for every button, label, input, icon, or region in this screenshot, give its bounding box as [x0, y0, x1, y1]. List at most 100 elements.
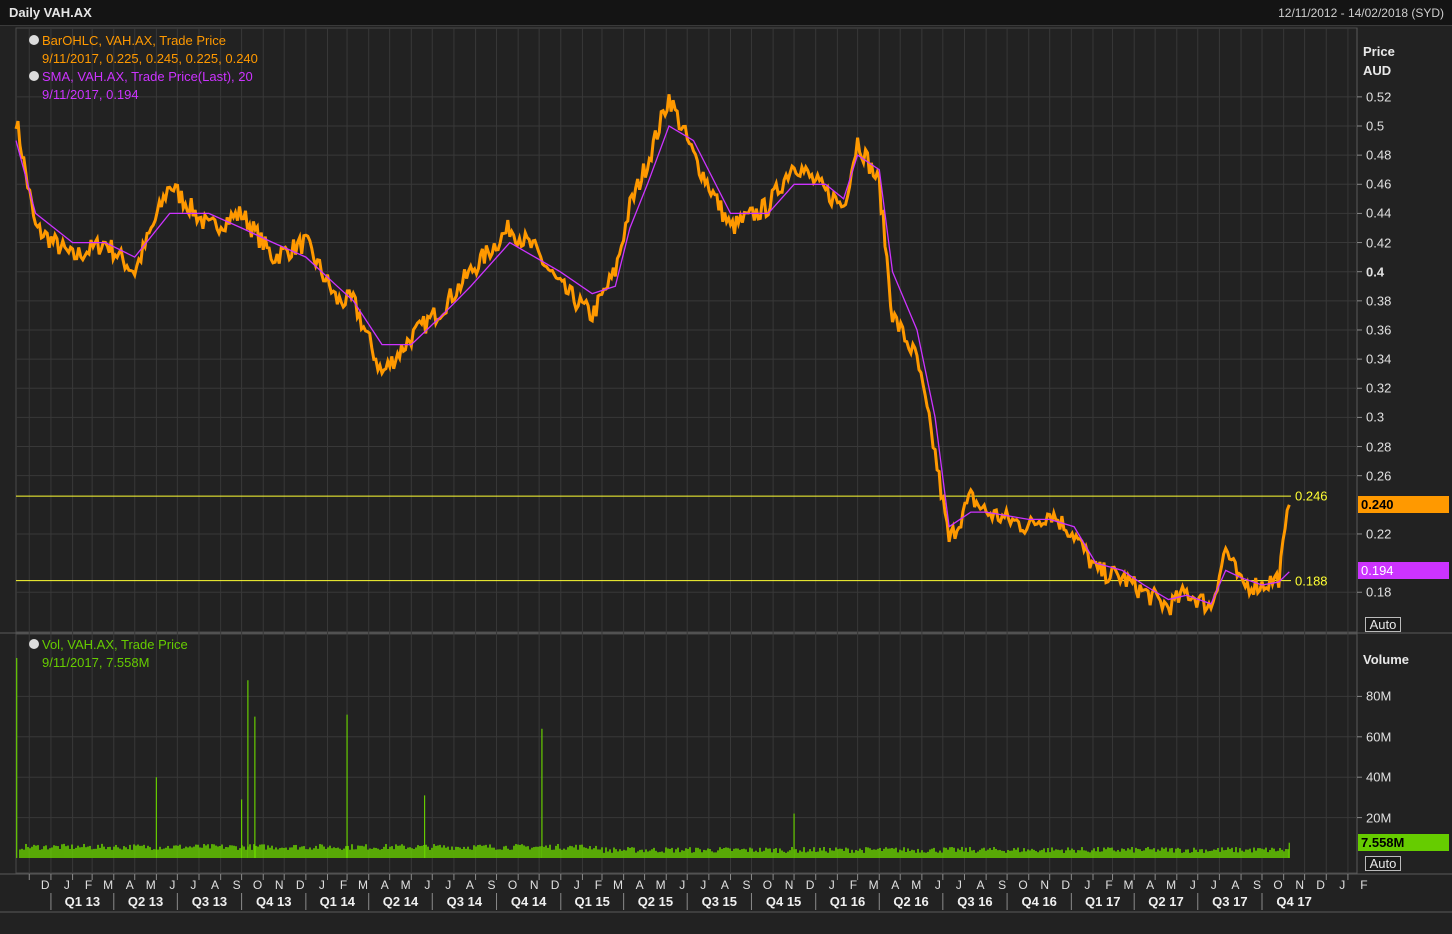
month-label: M [400, 878, 411, 892]
month-label: F [1105, 878, 1113, 892]
quarter-label: Q1 15 [574, 894, 610, 909]
month-label: M [1166, 878, 1177, 892]
sma-value-badge: 0.194 [1358, 562, 1449, 579]
month-label: M [145, 878, 156, 892]
price-tick-label: 0.52 [1366, 89, 1392, 105]
month-label: O [252, 878, 263, 892]
quarter-label: Q1 16 [829, 894, 866, 909]
price-tick-label: 0.38 [1366, 293, 1392, 309]
month-label: A [976, 878, 985, 892]
month-label: J [679, 878, 686, 892]
month-label: N [1295, 878, 1304, 892]
month-label: F [339, 878, 348, 892]
month-label: N [274, 878, 284, 892]
quarter-label: Q2 14 [382, 894, 419, 909]
month-label: J [573, 878, 580, 892]
month-label: O [762, 878, 773, 892]
month-label: J [424, 878, 431, 892]
legend-toggle-icon[interactable] [29, 71, 39, 81]
volume-tick-label: 40M [1366, 769, 1392, 785]
volume-axis-title: Volume [1363, 652, 1409, 667]
month-label: S [487, 878, 496, 892]
month-label: F [1360, 878, 1368, 892]
month-label: O [507, 878, 518, 892]
month-label: A [891, 878, 900, 892]
month-label: J [1189, 878, 1196, 892]
price-axis-title: Price [1363, 44, 1395, 59]
month-label: M [655, 878, 666, 892]
month-label: J [955, 878, 962, 892]
quarter-label: Q2 16 [893, 894, 929, 909]
month-label: A [125, 878, 134, 892]
volume-auto-scale-button[interactable]: Auto [1365, 856, 1401, 871]
legend-toggle-icon[interactable] [29, 35, 39, 45]
quarter-label: Q3 16 [957, 894, 993, 909]
month-label: S [232, 878, 241, 892]
month-label: A [210, 878, 219, 892]
volume-tick-label: 80M [1366, 688, 1392, 704]
legend-toggle-icon[interactable] [29, 639, 39, 649]
price-tick-label: 0.26 [1366, 468, 1392, 484]
month-label: J [828, 878, 835, 892]
price-tick-label: 0.34 [1366, 351, 1392, 367]
volume-tick-label: 20M [1366, 810, 1392, 826]
price-series-line [14, 94, 1291, 616]
month-label: M [103, 878, 114, 892]
month-label: J [318, 878, 325, 892]
date-range[interactable]: 12/11/2012 - 14/02/2018 (SYD) [1278, 6, 1444, 20]
month-label: D [550, 878, 560, 892]
price-tick-label: 0.48 [1366, 147, 1392, 163]
month-label: N [529, 878, 539, 892]
month-label: M [358, 878, 369, 892]
month-label: J [1210, 878, 1217, 892]
month-label: S [998, 878, 1007, 892]
month-label: F [84, 878, 93, 892]
month-label: A [380, 878, 389, 892]
sma-series-line [15, 125, 1290, 605]
month-label: O [1018, 878, 1028, 892]
title-bar: Daily VAH.AX 12/11/2012 - 14/02/2018 (SY… [0, 0, 1452, 26]
chart-title: Daily VAH.AX [9, 5, 92, 20]
month-label: F [849, 878, 858, 892]
month-label: J [190, 878, 197, 892]
quarter-label: Q4 13 [256, 894, 292, 909]
price-tick-label: 0.42 [1366, 235, 1392, 251]
price-legend[interactable]: BarOHLC, VAH.AX, Trade Price [29, 33, 226, 48]
quarter-label: Q3 17 [1212, 894, 1248, 909]
month-label: D [295, 878, 305, 892]
last-price-badge: 0.240 [1358, 496, 1449, 513]
price-auto-scale-button[interactable]: Auto [1365, 617, 1401, 632]
volume-legend[interactable]: Vol, VAH.AX, Trade Price [29, 637, 188, 652]
volume-tick-label: 60M [1366, 729, 1392, 745]
upper-line-label[interactable]: 0.246 [1295, 488, 1328, 504]
month-label: A [635, 878, 644, 892]
month-label: M [911, 878, 922, 892]
price-legend-series: BarOHLC, VAH.AX, Trade Price [42, 33, 226, 48]
price-tick-label: 0.3 [1366, 409, 1385, 425]
quarter-label: Q3 15 [701, 894, 738, 909]
sma-legend[interactable]: SMA, VAH.AX, Trade Price(Last), 20 [29, 69, 253, 84]
price-tick-label: 0.18 [1366, 584, 1392, 600]
month-label: M [612, 878, 623, 892]
month-label: J [700, 878, 707, 892]
month-label: J [934, 878, 941, 892]
price-tick-label: 0.4 [1366, 264, 1385, 280]
quarter-label: Q2 17 [1148, 894, 1184, 909]
month-label: A [1146, 878, 1155, 892]
month-label: S [742, 878, 751, 892]
quarter-label: Q4 15 [765, 894, 802, 909]
lower-line-label[interactable]: 0.188 [1295, 573, 1328, 589]
sma-legend-values: 9/11/2017, 0.194 [42, 87, 139, 102]
price-tick-label: 0.44 [1366, 205, 1392, 221]
price-axis-unit: AUD [1363, 63, 1392, 78]
month-label: J [1084, 878, 1091, 892]
quarter-label: Q4 14 [510, 894, 547, 909]
price-tick-label: 0.28 [1366, 439, 1392, 455]
volume-legend-values: 9/11/2017, 7.558M [42, 655, 150, 670]
quarter-label: Q3 14 [446, 894, 483, 909]
month-label: M [868, 878, 879, 892]
quarter-label: Q3 13 [191, 894, 228, 909]
quarter-label: Q1 14 [319, 894, 355, 909]
